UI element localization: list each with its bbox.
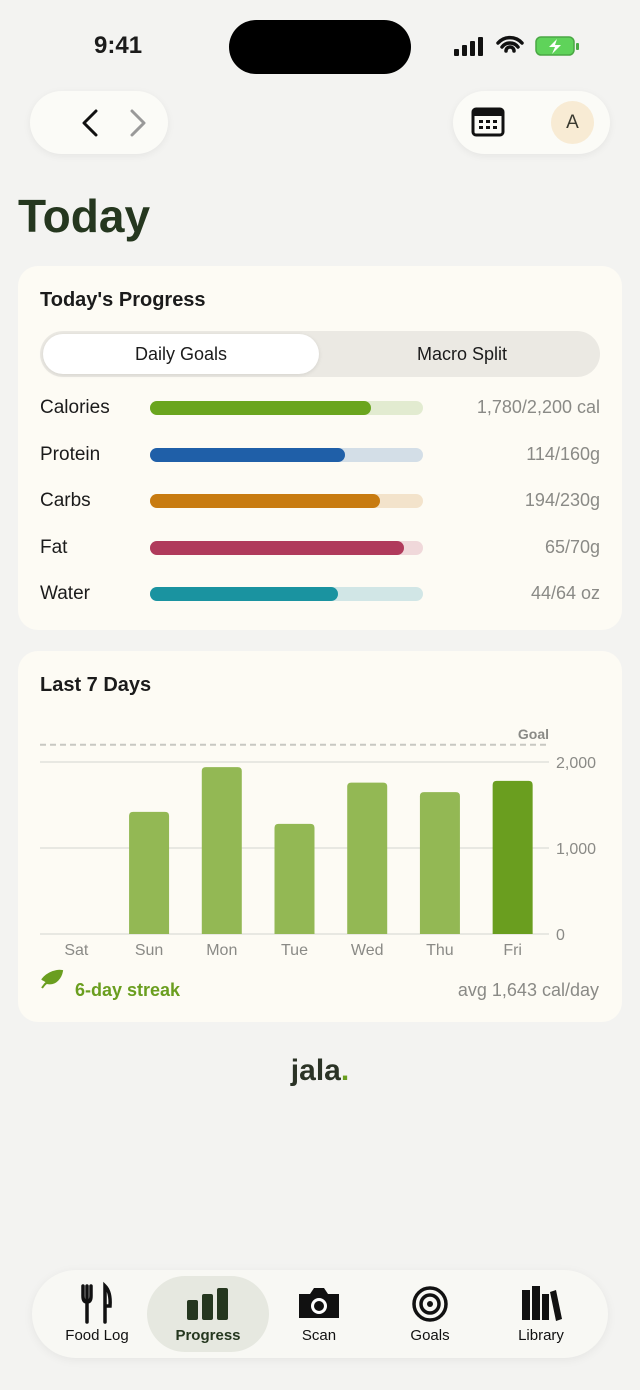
tab-item[interactable]: Goals [369,1276,491,1352]
progress-fill [150,447,345,462]
x-tick-label: Sun [135,942,163,959]
tab-icon [187,1288,228,1320]
segment-tab[interactable]: Daily Goals [43,334,319,374]
nutrient-label: Water [40,583,90,605]
avatar[interactable]: A [551,101,594,144]
tab-label: Scan [301,1327,337,1344]
x-tick-label: Fri [503,942,522,959]
x-tick-label: Mon [206,942,237,959]
dynamic-island [229,20,411,74]
card-title: Last 7 Days [40,674,152,696]
brand-name: jala [290,1054,341,1087]
tab-item[interactable]: Food Log [36,1276,158,1352]
tab-item[interactable]: Scan [258,1276,380,1352]
y-tick-label: 0 [556,927,565,944]
tab-label: Goals [410,1327,450,1344]
x-tick-label: Thu [426,942,454,959]
status-icons [454,35,579,56]
progress-track [150,447,423,462]
status-time: 9:41 [94,32,143,59]
bar [419,792,460,934]
bar [274,823,315,934]
x-tick-label: Wed [351,942,384,959]
leaf-icon [41,969,64,989]
progress-track [150,540,423,555]
tab-icon [81,1281,112,1324]
tab-icon [522,1286,562,1321]
nutrient-label: Carbs [40,490,91,512]
streak: 6-day streak [75,980,181,1000]
toolbar: A [453,91,610,154]
nutrient-label: Protein [40,443,101,465]
bar [129,811,170,934]
brand: jala. [0,1054,640,1088]
tab-label: Food Log [65,1327,129,1344]
progress-fill [150,401,371,415]
progress-fill [150,587,338,602]
tab-icon [299,1288,339,1318]
progress-track [150,587,423,602]
tab-item[interactable]: Progress [147,1276,269,1352]
segment-tab[interactable]: Macro Split [416,343,508,364]
nutrient-label: Calories [40,397,110,418]
nav-arrows[interactable] [30,91,168,154]
x-tick-label: Sat [64,942,89,959]
calendar-button[interactable] [471,107,505,139]
brand-mark: . [340,1054,350,1087]
goal-label: Goal [518,726,549,742]
nutrient-value: 194/230g [524,490,600,511]
tab-icon [412,1286,448,1322]
bar [347,782,388,934]
bar [201,767,242,934]
nutrient-value: 114/160g [526,443,600,464]
bar [492,780,533,934]
nutrient-value: 65/70g [544,536,600,557]
page-title: Today [18,190,151,242]
tab-label: Progress [175,1327,241,1344]
y-tick-label: 2,000 [556,755,596,772]
nutrient-value: 44/64 oz [530,583,600,604]
progress-fill [150,540,404,555]
weekly-chart: 0 1,000 2,000 Goal Sat Sun Mon Tue Wed Thu Fri 6-da… [40,726,599,1000]
card-title: Today's Progress [40,289,206,311]
progress-track [150,494,423,509]
history-nav [30,91,168,154]
x-tick-label: Tue [281,942,308,959]
y-tick-label: 1,000 [556,841,596,858]
nutrient-label: Fat [40,536,68,558]
progress-fill [150,494,381,509]
tab-label: Library [518,1327,564,1344]
average: avg 1,643 cal/day [458,980,599,1000]
progress-track [150,401,423,415]
tab-item[interactable]: Library [480,1276,602,1352]
segmented-control: Daily Goals Macro Split [40,331,600,377]
nutrient-value: 1,780/2,200 cal [476,397,600,417]
